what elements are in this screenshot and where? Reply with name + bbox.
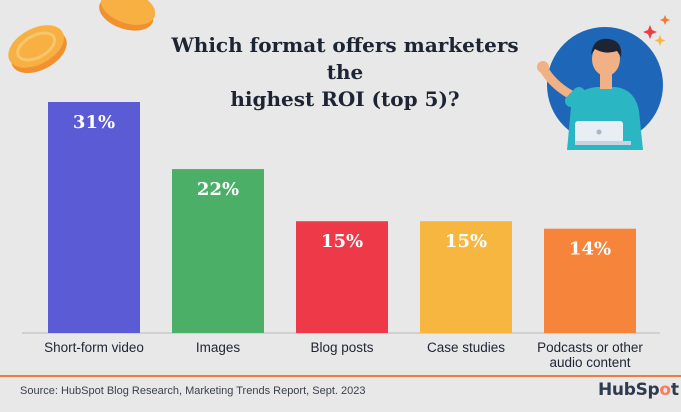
presenter-with-laptop-illustration: [537, 15, 670, 150]
bar-value-label: 31%: [73, 112, 115, 133]
coin-stack-icon: [8, 0, 156, 74]
bar-4: [420, 221, 512, 333]
sparkle-icon: [643, 15, 670, 46]
bar-5: [544, 228, 636, 333]
category-label: Case studies: [427, 340, 505, 355]
chart-title: Which format offers marketers the highes…: [150, 32, 540, 113]
bar-1: [48, 102, 140, 333]
bar-value-label: 15%: [321, 231, 363, 252]
category-label: Images: [196, 340, 241, 355]
category-label: Short-form video: [44, 340, 144, 355]
category-label: Blog posts: [310, 340, 373, 355]
chart-title-line-1: Which format offers marketers the: [171, 33, 519, 84]
category-label: audio content: [549, 355, 630, 370]
bar-value-label: 14%: [569, 239, 611, 260]
logo-text-part: HubSp: [598, 380, 660, 400]
bar-value-label: 15%: [445, 231, 487, 252]
hubspot-logo: HubSpot: [598, 380, 679, 400]
footer-divider: [0, 375, 681, 377]
category-label: Podcasts or other: [537, 340, 643, 355]
logo-text-part: t: [670, 380, 679, 400]
bar-3: [296, 221, 388, 333]
source-note: Source: HubSpot Blog Research, Marketing…: [20, 385, 366, 397]
bar-value-label: 22%: [197, 179, 239, 200]
bar-2: [172, 169, 264, 333]
chart-title-line-2: highest ROI (top 5)?: [230, 87, 460, 111]
logo-text-accent: o: [659, 380, 671, 400]
